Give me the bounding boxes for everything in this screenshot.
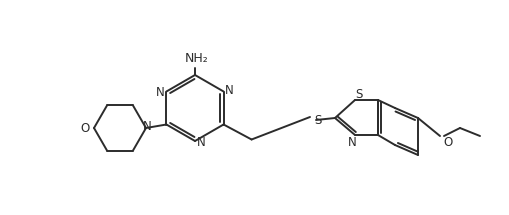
- Text: O: O: [442, 135, 451, 149]
- Text: N: N: [143, 120, 151, 134]
- Text: N: N: [225, 84, 234, 97]
- Text: S: S: [355, 89, 362, 101]
- Text: O: O: [80, 121, 90, 135]
- Text: NH₂: NH₂: [185, 52, 209, 66]
- Text: S: S: [314, 114, 321, 126]
- Text: N: N: [347, 137, 356, 149]
- Text: N: N: [196, 135, 205, 149]
- Text: N: N: [156, 86, 164, 99]
